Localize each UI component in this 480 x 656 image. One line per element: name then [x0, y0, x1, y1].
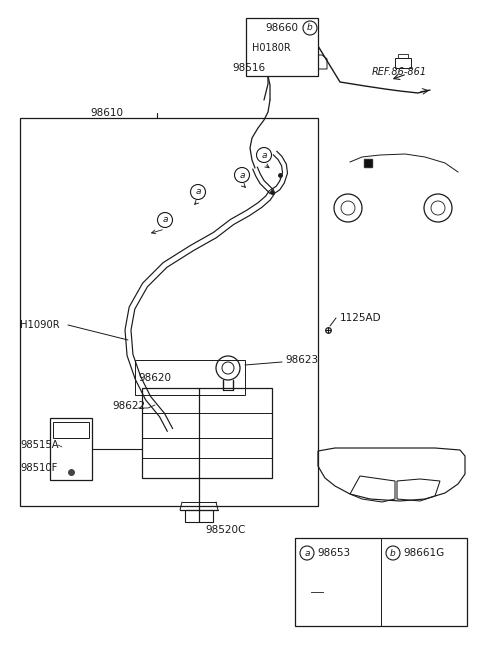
Text: a: a: [162, 216, 168, 224]
Text: 98653: 98653: [317, 548, 350, 558]
Text: 98661G: 98661G: [403, 548, 444, 558]
Text: a: a: [195, 188, 201, 197]
Text: H1090R: H1090R: [20, 320, 60, 330]
Text: 98610: 98610: [90, 108, 123, 118]
Bar: [135, 360, 245, 395]
Text: b: b: [390, 548, 396, 558]
Text: 98660: 98660: [265, 23, 299, 33]
Bar: [185, 510, 213, 522]
Text: b: b: [307, 24, 313, 33]
Bar: [142, 388, 272, 478]
Text: 98520C: 98520C: [205, 525, 245, 535]
Text: a: a: [261, 150, 267, 159]
Text: 98622: 98622: [112, 401, 145, 411]
Bar: [20, 118, 318, 506]
Text: 98510F: 98510F: [20, 463, 58, 473]
Text: 98623: 98623: [285, 355, 318, 365]
Text: REF.86-861: REF.86-861: [372, 67, 427, 77]
Text: 98620: 98620: [138, 373, 171, 383]
Text: H0180R: H0180R: [252, 43, 291, 53]
Text: a: a: [239, 171, 245, 180]
Bar: [53, 422, 89, 438]
Bar: [246, 18, 318, 76]
Bar: [50, 418, 92, 480]
Bar: [295, 538, 467, 626]
Text: 1125AD: 1125AD: [340, 313, 382, 323]
Text: 98515A: 98515A: [20, 440, 59, 450]
Text: 98516: 98516: [232, 63, 265, 73]
Text: a: a: [304, 548, 310, 558]
